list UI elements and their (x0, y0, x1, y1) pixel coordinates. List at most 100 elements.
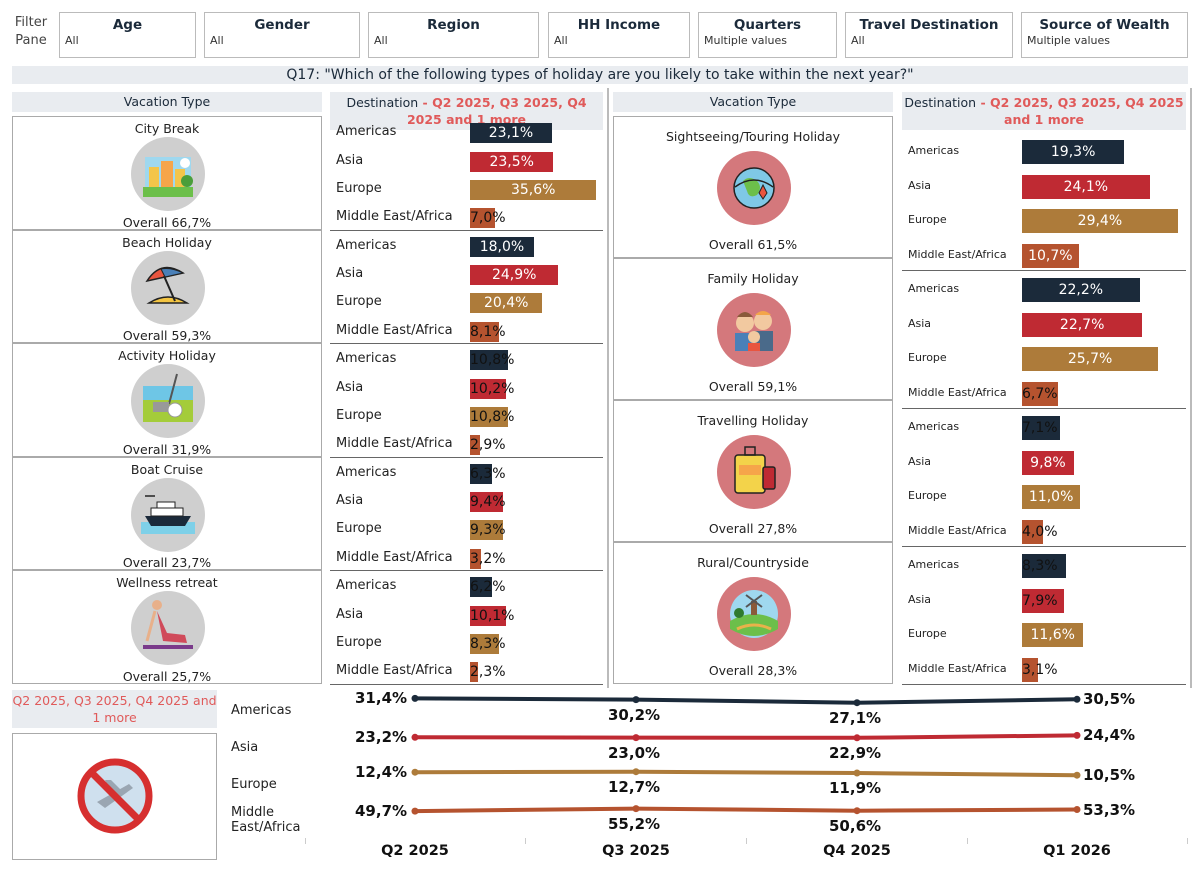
bar-value: 10,8% (470, 352, 515, 369)
vacation-type-overall: Overall 23,7% (122, 555, 212, 570)
bar-americas (470, 236, 534, 257)
golf-icon (131, 364, 205, 438)
filter-title: Travel Destination (859, 17, 999, 33)
bar-europe (470, 406, 509, 427)
bar-middle-east-africa (470, 662, 479, 683)
region-label: Americas (336, 351, 397, 367)
region-label: Asia (908, 316, 932, 330)
destination-header-left: Destination - Q2 2025, Q3 2025, Q4 2025 … (330, 92, 603, 130)
bar-europe (470, 293, 543, 314)
filter-title: Source of Wealth (1039, 17, 1170, 33)
bar-value: 8,3% (470, 635, 506, 652)
filter-source-of-wealth[interactable]: Source of Wealth Multiple values (1021, 12, 1188, 58)
bar-europe (1022, 209, 1178, 234)
point-label: 23,0% (608, 743, 661, 762)
point-label: 11,9% (829, 778, 882, 797)
filter-title: HH Income (577, 17, 661, 33)
bar-value: 23,1% (488, 125, 534, 142)
series-line-middle-east-africa (414, 806, 1078, 814)
bar-asia (470, 492, 504, 513)
bar-value: 2,3% (470, 664, 506, 681)
point-label: 55,2% (608, 814, 661, 833)
region-label: Americas (336, 464, 397, 480)
point-label: 30,2% (608, 705, 661, 724)
bar-value: 10,7% (1028, 247, 1073, 264)
bar-middle-east-africa (1022, 243, 1079, 268)
city-icon (131, 137, 205, 211)
filter-quarters[interactable]: Quarters Multiple values (698, 12, 837, 58)
x-tick-mark (525, 838, 526, 844)
family-icon (717, 293, 791, 367)
vacation-type-overall: Overall 61,5% (708, 237, 798, 252)
region-label: Americas (336, 124, 397, 140)
region-label: Europe (336, 294, 382, 310)
bar-asia (1022, 588, 1064, 613)
vacation-type-header-text: Vacation Type (123, 94, 211, 109)
bar-middle-east-africa (1022, 519, 1044, 544)
data-point (411, 733, 419, 741)
bar-middle-east-africa (470, 435, 481, 456)
bar-americas (1022, 554, 1066, 579)
bar-value: 3,1% (1022, 661, 1058, 678)
point-label: 27,1% (829, 708, 882, 727)
destination-header-text: Destination (346, 95, 419, 110)
region-label: Europe (908, 489, 947, 503)
bar-value: 24,9% (491, 267, 537, 284)
group-separator (330, 456, 603, 458)
filter-value: All (210, 34, 224, 47)
filter-gender[interactable]: Gender All (204, 12, 360, 58)
region-label: Americas (336, 578, 397, 594)
series-label: Americas (231, 703, 292, 718)
series-line-asia (414, 733, 1078, 740)
bar-europe (1022, 623, 1084, 648)
region-label: Asia (908, 592, 932, 606)
group-separator (330, 570, 603, 571)
series-label: Middle East/Africa (231, 805, 301, 835)
vacation-type-card: Wellness retreat Overall 25,7% (12, 570, 322, 684)
data-point (853, 699, 861, 707)
series-line-americas (414, 696, 1078, 705)
vacation-type-name: Travelling Holiday (697, 413, 809, 428)
filter-age[interactable]: Age All (59, 12, 196, 58)
bar-middle-east-africa (470, 321, 499, 342)
bar-asia (470, 265, 559, 286)
group-separator (330, 343, 603, 344)
bar-value: 35,6% (510, 181, 556, 198)
bar-asia (1022, 312, 1143, 337)
point-label: 49,7% (355, 802, 408, 821)
series-label: Europe (231, 777, 277, 792)
point-label: 12,4% (355, 763, 408, 782)
data-point (411, 807, 419, 815)
bar-value: 4,0% (1022, 523, 1058, 540)
period-label-text: Q2 2025, Q3 2025, Q4 2025 and 1 more (12, 693, 217, 725)
point-label: 50,6% (829, 816, 882, 835)
filter-title: Quarters (733, 17, 802, 33)
group-separator (902, 270, 1186, 271)
filter-value: Multiple values (704, 34, 787, 47)
bar-americas (470, 577, 492, 598)
bar-asia (470, 151, 554, 172)
vacation-type-name: Rural/Countryside (697, 554, 809, 570)
region-label: Middle East/Africa (908, 661, 1007, 675)
filter-hh-income[interactable]: HH Income All (548, 12, 690, 58)
bar-asia (470, 605, 506, 626)
vacation-type-card: Rural/Countryside Overall 28,3% (613, 541, 893, 684)
bar-value: 18,0% (479, 238, 525, 255)
region-label: Europe (336, 407, 382, 423)
bar-value: 7,0% (470, 210, 506, 227)
bar-value: 8,1% (470, 323, 506, 340)
bar-value: 19,3% (1050, 144, 1096, 161)
bar-middle-east-africa (470, 208, 495, 229)
filter-travel-destination[interactable]: Travel Destination All (845, 12, 1013, 58)
vacation-type-header-text: Vacation Type (709, 94, 797, 109)
region-label: Asia (336, 493, 364, 509)
bar-value: 9,4% (470, 494, 506, 511)
countryside-icon (717, 576, 791, 651)
x-tick-mark (967, 838, 968, 844)
region-label: Asia (336, 606, 364, 622)
point-label: 12,7% (608, 777, 661, 796)
filter-region[interactable]: Region All (368, 12, 539, 58)
bar-value: 23,5% (489, 153, 534, 170)
vacation-type-overall: Overall 28,3% (708, 662, 798, 678)
group-separator (902, 546, 1186, 547)
